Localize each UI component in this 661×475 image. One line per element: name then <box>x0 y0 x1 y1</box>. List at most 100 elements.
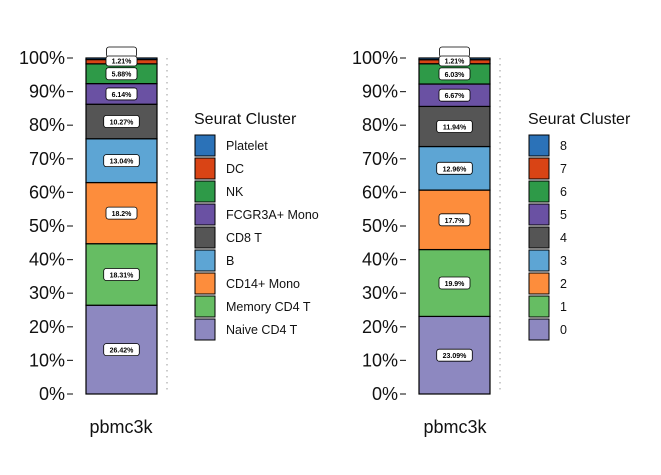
y-tick-label: 70% <box>362 149 398 169</box>
data-label-box <box>105 206 138 220</box>
data-label-box <box>105 55 138 67</box>
label-box-overlap <box>106 46 137 58</box>
legend-entry-label: NK <box>226 185 244 199</box>
legend-entry-label: FCGR3A+ Mono <box>226 208 319 222</box>
legend-entry-label: 1 <box>560 300 567 314</box>
data-label: 6.67% <box>445 93 466 100</box>
x-category-label: pbmc3k <box>423 417 487 437</box>
legend-entry-label: 8 <box>560 139 567 153</box>
data-label-box <box>103 115 140 128</box>
y-tick-label: 60% <box>29 182 65 202</box>
legend-swatch <box>528 295 550 318</box>
legend-entry-label: 6 <box>560 185 567 199</box>
data-label: 26.42% <box>110 348 135 355</box>
data-label-box <box>436 348 473 362</box>
legend-swatch <box>194 226 216 249</box>
legend-entry-label: Platelet <box>226 139 268 153</box>
data-label: 17.7% <box>445 218 466 225</box>
legend-entry-label: DC <box>226 162 244 176</box>
legend-swatch <box>194 203 216 226</box>
chart-panel-2: 0% 10% 20% 30% 40% 50% 60% 70% 80% 90% 100% 23.09% 1… <box>352 46 631 437</box>
y-tick-label: 80% <box>29 115 65 135</box>
legend-entry-label: 2 <box>560 277 567 291</box>
data-label: 18.2% <box>112 211 133 218</box>
legend-entry-label: 3 <box>560 254 567 268</box>
y-tick-label: 0% <box>39 384 65 404</box>
y-tick-label: 10% <box>29 350 65 370</box>
data-label: 12.96% <box>443 166 468 173</box>
data-label: 18.31% <box>110 272 135 279</box>
data-label: 10.27% <box>110 119 135 126</box>
y-tick-label: 100% <box>352 48 398 68</box>
data-label-box <box>436 161 473 175</box>
y-tick-label: 60% <box>362 182 398 202</box>
legend-swatch <box>528 318 550 341</box>
legend-swatch <box>528 226 550 249</box>
y-tick-label: 30% <box>29 283 65 303</box>
legend-entry-label: 7 <box>560 162 567 176</box>
y-tick-label: 90% <box>362 82 398 102</box>
legend-entry-label: 4 <box>560 231 567 245</box>
data-label: 19.9% <box>445 281 466 288</box>
legend-swatch <box>528 272 550 295</box>
data-label: 1.21% <box>112 59 133 66</box>
legend-swatch <box>528 157 550 180</box>
data-label-box <box>438 276 471 290</box>
data-label: 11.94% <box>443 124 467 131</box>
legend-swatch <box>194 272 216 295</box>
y-tick-label: 90% <box>29 82 65 102</box>
legend-swatch <box>194 318 216 341</box>
data-label: 5.88% <box>112 72 133 79</box>
y-tick-label: 40% <box>29 250 65 270</box>
data-label-box <box>103 268 140 281</box>
data-label: 13.04% <box>110 159 135 166</box>
data-label-box <box>436 120 473 133</box>
data-label-box <box>103 343 140 357</box>
legend-entry-label: B <box>226 254 234 268</box>
legend-swatch <box>528 203 550 226</box>
legend-entry-label: Memory CD4 T <box>226 300 311 314</box>
legend-entry-label: Naive CD4 T <box>226 323 298 337</box>
y-tick-label: 20% <box>362 317 398 337</box>
data-label-box <box>438 88 471 102</box>
legend-entry-label: CD8 T <box>226 231 262 245</box>
y-tick-label: 30% <box>362 283 398 303</box>
legend-entry-label: 0 <box>560 323 567 337</box>
y-tick-label: 100% <box>19 48 65 68</box>
data-label-box <box>438 67 471 81</box>
legend-title: Seurat Cluster <box>194 111 297 128</box>
legend-entry-label: 5 <box>560 208 567 222</box>
legend-swatch <box>528 249 550 272</box>
legend-title: Seurat Cluster <box>528 111 631 128</box>
data-label-box <box>438 213 471 227</box>
data-label: 1.21% <box>445 59 466 66</box>
legend-swatch <box>194 134 216 157</box>
y-tick-label: 50% <box>362 216 398 236</box>
data-label: 6.03% <box>445 72 466 79</box>
legend-swatch <box>528 180 550 203</box>
data-label: 23.09% <box>443 353 468 360</box>
legend-swatch <box>528 134 550 157</box>
y-tick-label: 80% <box>362 115 398 135</box>
legend-swatch <box>194 180 216 203</box>
x-category-label: pbmc3k <box>89 417 153 437</box>
y-tick-label: 20% <box>29 317 65 337</box>
data-label: 6.14% <box>112 92 133 99</box>
y-tick-label: 50% <box>29 216 65 236</box>
y-tick-label: 10% <box>362 350 398 370</box>
data-label-box <box>103 154 140 168</box>
data-label-box <box>438 55 471 67</box>
label-box-overlap <box>439 46 470 58</box>
legend-swatch <box>194 157 216 180</box>
legend-swatch <box>194 249 216 272</box>
y-tick-label: 40% <box>362 250 398 270</box>
legend-swatch <box>194 295 216 318</box>
data-label-box <box>105 87 138 101</box>
legend-entry-label: CD14+ Mono <box>226 277 300 291</box>
chart-panel-1: 0% 10% 20% 30% 40% 50% 60% 70% 80% 90% 100% 26.42% 1… <box>19 46 319 437</box>
y-tick-label: 70% <box>29 149 65 169</box>
data-label-box <box>105 67 138 81</box>
y-tick-label: 0% <box>372 384 398 404</box>
